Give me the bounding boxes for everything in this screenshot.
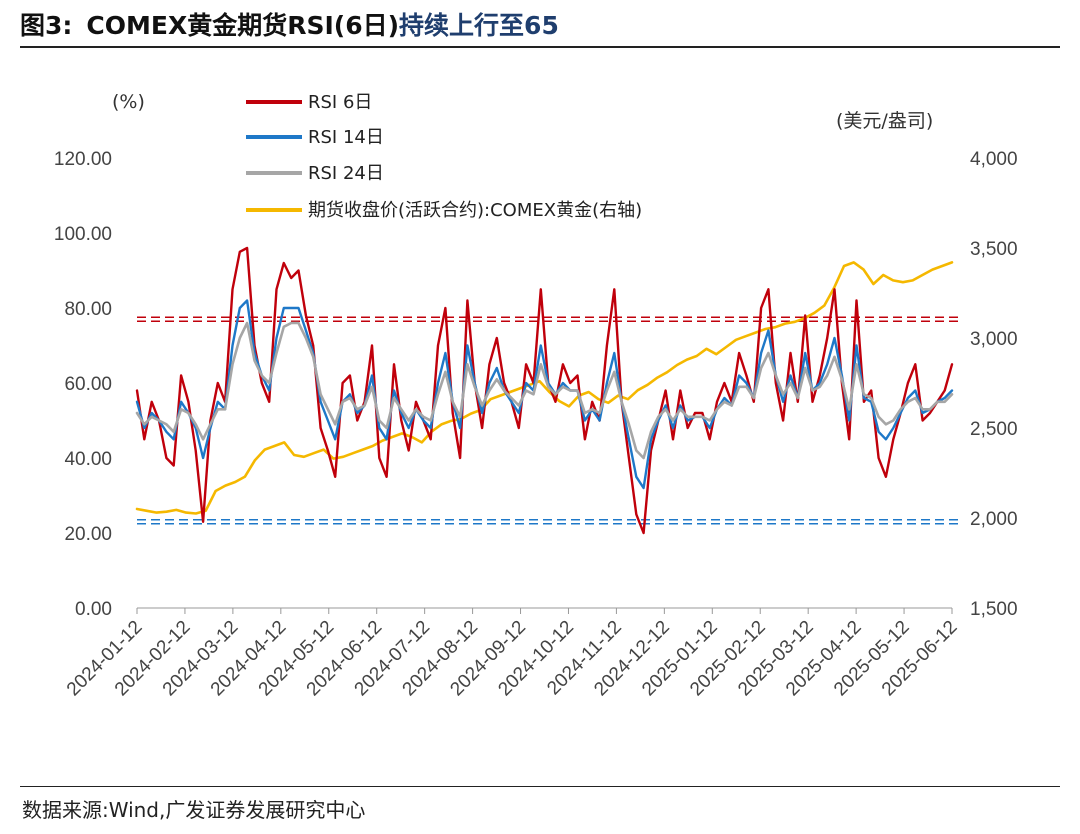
- left-tick-label: 0.00: [75, 599, 112, 620]
- title-subtitle: 持续上行至65: [399, 11, 559, 40]
- right-tick-label: 2,000: [970, 509, 1018, 530]
- right-axis-unit: (美元/盎司): [836, 110, 933, 132]
- legend-label: RSI 6日: [308, 92, 372, 113]
- title-main: COMEX黄金期货RSI(6日): [86, 11, 400, 40]
- left-tick-label: 40.00: [64, 449, 112, 470]
- rsi-chart: (%) (美元/盎司) 0.00 20.00 40.00 60.00 80.00 100.00…: [54, 91, 1018, 700]
- right-tick-label: 3,500: [970, 239, 1018, 260]
- left-tick-label: 20.00: [64, 524, 112, 545]
- footer-divider: [20, 786, 1060, 787]
- legend-label: 期货收盘价(活跃合约):COMEX黄金(右轴): [308, 200, 642, 221]
- figure-number: 图3:: [20, 11, 73, 40]
- left-axis-unit: (%): [112, 91, 145, 113]
- legend-label: RSI 14日: [308, 127, 384, 148]
- chart-title: 图3: COMEX黄金期货RSI(6日) 持续上行至65: [20, 6, 559, 42]
- rsi-24-line: [135, 321, 954, 460]
- left-tick-label: 100.00: [54, 224, 112, 245]
- title-divider: [20, 46, 1060, 48]
- left-tick-label: 120.00: [54, 149, 112, 170]
- left-tick-label: 80.00: [64, 299, 112, 320]
- rsi-6-line: [135, 246, 954, 535]
- right-tick-label: 3,000: [970, 329, 1018, 350]
- right-tick-label: 2,500: [970, 419, 1018, 440]
- left-tick-label: 60.00: [64, 374, 112, 395]
- legend-label: RSI 24日: [308, 163, 384, 184]
- gold-price-line: [135, 261, 954, 515]
- source-note: 数据来源:Wind,广发证券发展研究中心: [22, 798, 366, 822]
- right-tick-label: 4,000: [970, 149, 1018, 170]
- right-tick-label: 1,500: [970, 599, 1018, 620]
